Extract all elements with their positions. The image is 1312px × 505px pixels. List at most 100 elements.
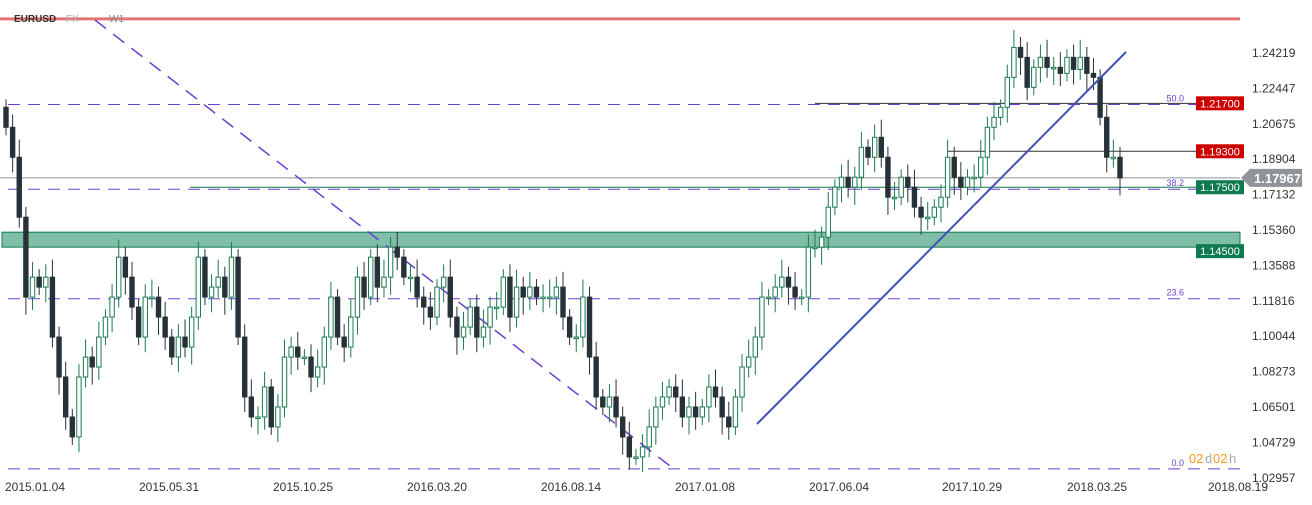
candle: [878, 119, 884, 168]
candle-body: [49, 276, 56, 338]
support-zone[interactable]: [1, 231, 1241, 248]
candle-body: [938, 196, 944, 208]
candle: [1037, 44, 1044, 83]
candle-body: [732, 396, 739, 428]
candle-body: [911, 186, 918, 208]
candle: [268, 379, 274, 435]
candle-body: [699, 406, 705, 418]
candle: [334, 289, 341, 346]
candle: [440, 264, 447, 303]
candle: [686, 396, 692, 435]
price-axis[interactable]: 1.24219 1.22447 1.20675 1.18904 1.17132 1.153…: [1252, 46, 1296, 485]
candle-body: [1097, 76, 1103, 118]
price-tag-1.21700: 1.21700: [1196, 96, 1244, 111]
symbol-label[interactable]: EURUSD: [14, 14, 56, 25]
candle: [553, 276, 560, 315]
candle-body: [1044, 56, 1050, 68]
candle: [354, 266, 361, 335]
price-tag-text: 1.14500: [1200, 246, 1240, 258]
price-tick: 1.13588: [1252, 258, 1296, 272]
timeframe-label[interactable]: W1: [109, 14, 124, 25]
candle: [706, 374, 712, 423]
candle-body: [547, 296, 553, 300]
candle: [96, 321, 102, 380]
candle-body: [845, 176, 851, 188]
candle: [195, 241, 201, 330]
candle: [739, 354, 745, 413]
descending-dashed-trendline[interactable]: [94, 19, 671, 467]
candle: [712, 369, 719, 408]
candle: [1104, 104, 1110, 173]
date-tick: 2017.06.04: [809, 480, 869, 494]
candle: [931, 199, 938, 226]
candle: [865, 139, 871, 166]
candle-body: [314, 366, 321, 378]
candle: [155, 286, 162, 335]
candle-body: [149, 296, 155, 300]
candle-body: [381, 276, 387, 288]
candle: [235, 249, 241, 346]
candle-body: [978, 156, 984, 178]
candle-body: [102, 316, 109, 338]
candle-body: [454, 316, 460, 338]
candle-body: [1050, 66, 1057, 70]
candle: [759, 281, 765, 350]
candle-body: [726, 416, 732, 428]
candle: [407, 264, 414, 293]
candle-body: [242, 336, 248, 398]
fib-label: 0.0: [1171, 458, 1184, 468]
candle: [175, 324, 182, 373]
candle: [606, 384, 613, 423]
candle: [387, 236, 394, 295]
candle-body: [202, 256, 208, 298]
candle: [1017, 36, 1024, 75]
candle: [613, 379, 619, 428]
candle-body: [308, 356, 314, 378]
candle-body: [560, 286, 566, 318]
candle-body: [261, 386, 268, 418]
candle-body: [991, 116, 997, 128]
candle-body: [255, 416, 261, 419]
candle: [56, 326, 62, 395]
candle-body: [852, 176, 858, 188]
candle-body: [447, 276, 453, 318]
date-tick: 2015.01.04: [5, 480, 65, 494]
candle-body: [487, 306, 493, 328]
candle-body: [838, 176, 845, 188]
candle-body: [527, 286, 533, 298]
candle: [228, 241, 235, 310]
price-tags: 1.21700 1.19300 1.17500 1.14500 1.17967: [1196, 96, 1302, 259]
ascending-trendline[interactable]: [756, 51, 1127, 425]
market-label[interactable]: FX: [66, 14, 79, 25]
candle-body: [1084, 56, 1090, 74]
candle-body: [1004, 76, 1010, 108]
candle-body: [1110, 156, 1117, 160]
candle-body: [1077, 56, 1083, 70]
candle: [381, 259, 387, 298]
price-tick: 1.17132: [1252, 188, 1296, 202]
price-tick: 1.10044: [1252, 329, 1296, 343]
candle-body: [295, 346, 301, 358]
candle: [261, 371, 268, 430]
candle-body: [222, 276, 228, 298]
candle-body: [553, 286, 560, 298]
price-tag-1.17500: 1.17500: [1196, 180, 1244, 195]
countdown-hours: 02: [1213, 451, 1227, 466]
candle: [639, 434, 646, 473]
candle-body: [925, 216, 931, 220]
candle: [1084, 46, 1090, 91]
candle-body: [480, 326, 487, 338]
candle: [679, 379, 686, 428]
candle-body: [785, 276, 792, 288]
candle-body: [825, 206, 831, 238]
candle-body: [858, 146, 865, 178]
candle: [991, 102, 997, 141]
time-axis[interactable]: 2015.01.04 2015.05.31 2015.10.25 2016.03.20…: [5, 480, 1268, 494]
candle: [925, 202, 931, 230]
candle-body: [407, 276, 414, 280]
candle: [871, 124, 878, 173]
candle: [1031, 59, 1037, 96]
candle: [1077, 39, 1083, 80]
date-tick: 2018.08.19: [1208, 480, 1268, 494]
